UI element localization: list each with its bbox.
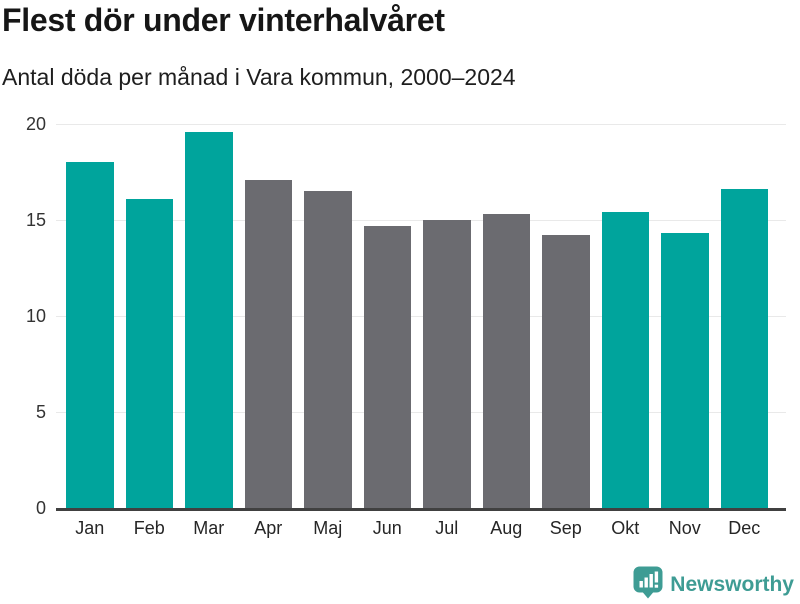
x-axis-label-jan: Jan <box>75 518 105 538</box>
y-axis-tick-label: 10 <box>25 306 46 326</box>
bar-jun <box>363 225 411 508</box>
bar-sep <box>542 235 590 508</box>
x-axis-label-jun: Jun <box>372 518 402 538</box>
bar-jul <box>423 220 471 508</box>
newsworthy-logo: Newsworthy <box>633 566 794 604</box>
bar-dec <box>720 189 768 508</box>
x-axis-label-okt: Okt <box>611 518 640 538</box>
gridline <box>56 220 786 221</box>
y-axis-tick-label: 15 <box>25 210 46 230</box>
bar-maj <box>304 191 352 508</box>
y-axis-tick-label: 5 <box>35 402 46 422</box>
x-axis-label-aug: Aug <box>490 518 523 538</box>
bar-nov <box>661 233 709 508</box>
x-axis-label-jul: Jul <box>435 518 459 538</box>
y-axis-tick-label: 20 <box>25 114 46 134</box>
bar-feb <box>125 198 173 508</box>
bar-apr <box>244 179 292 508</box>
y-axis-tick-label: 0 <box>35 498 46 518</box>
gridline <box>56 412 786 413</box>
x-axis: Jan Feb Mar Apr Maj Jun Jul Aug Sep Okt Nov Dec <box>56 516 786 542</box>
page-title: Flest dör under vinterhalvåret <box>2 2 445 38</box>
bar-aug <box>482 214 530 508</box>
x-axis-label-mar: Mar <box>193 518 225 538</box>
bar-okt <box>601 212 649 508</box>
y-axis: 0 5 10 15 20 <box>0 114 46 518</box>
gridline <box>56 316 786 317</box>
newsworthy-speech-bubble-bar-chart-icon <box>633 566 663 604</box>
x-axis-label-nov: Nov <box>668 518 701 538</box>
page-subtitle: Antal döda per månad i Vara kommun, 2000… <box>2 64 516 90</box>
x-axis-label-maj: Maj <box>313 518 343 538</box>
x-axis-label-sep: Sep <box>549 518 582 538</box>
gridline <box>56 124 786 125</box>
brand-name: Newsworthy <box>670 573 794 596</box>
plot-area <box>56 124 786 511</box>
bar-jan <box>66 162 114 508</box>
x-axis-label-dec: Dec <box>728 518 761 538</box>
x-axis-label-feb: Feb <box>133 518 165 538</box>
x-axis-label-apr: Apr <box>254 518 283 538</box>
bar-mar <box>185 131 233 508</box>
